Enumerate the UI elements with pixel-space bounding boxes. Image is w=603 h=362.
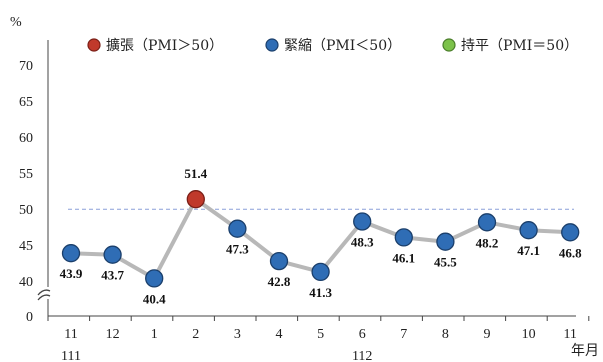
y-tick-label: 0 — [26, 310, 33, 325]
x-tick-marks — [47, 316, 590, 321]
y-tick-label: 60 — [19, 131, 33, 146]
x-tick-label: 5 — [317, 327, 324, 342]
x-tick-labels: 11 12 1 2 3 4 5 6 7 8 9 10 11 — [64, 327, 577, 342]
y-tick-label: 70 — [19, 59, 33, 74]
x-tick-label: 6 — [359, 327, 366, 342]
data-point — [228, 219, 247, 238]
data-label: 43.9 — [60, 266, 83, 281]
y-tick-labels: 0 40 45 50 55 60 65 70 — [19, 59, 33, 325]
y-tick-label: 45 — [19, 239, 33, 254]
year-label-112: 112 — [352, 349, 372, 362]
data-point — [103, 245, 122, 264]
data-points — [61, 190, 580, 288]
x-tick-label: 1 — [151, 327, 158, 342]
data-point — [477, 213, 497, 232]
data-point — [311, 262, 330, 282]
data-point — [353, 212, 372, 231]
data-point — [145, 269, 164, 288]
axis-break-mark — [37, 287, 56, 301]
data-point — [61, 244, 81, 263]
y-tick-label: 65 — [19, 95, 33, 110]
data-label: 47.3 — [226, 242, 249, 257]
data-point — [561, 223, 580, 242]
x-tick-label: 11 — [64, 327, 77, 342]
legend-marker-flat — [442, 38, 456, 52]
data-label: 42.8 — [268, 274, 291, 289]
x-tick-label: 11 — [563, 327, 576, 342]
y-tick-label: 55 — [19, 167, 33, 182]
x-tick-label: 7 — [400, 327, 407, 342]
data-label: 48.2 — [476, 235, 499, 250]
data-label: 41.3 — [309, 285, 332, 300]
x-tick-label: 4 — [276, 327, 283, 342]
data-label: 45.5 — [434, 255, 457, 270]
data-label: 51.4 — [184, 166, 207, 181]
x-axis-suffix: 年月 — [571, 343, 599, 359]
x-tick-label: 9 — [484, 327, 491, 342]
data-label: 43.7 — [101, 268, 124, 283]
data-point — [186, 190, 205, 209]
x-tick-label: 10 — [522, 327, 536, 342]
legend-item-flat: 持平（PMI＝50） — [461, 38, 578, 54]
chart-legend: 擴張（PMI＞50） 緊縮（PMI＜50） 持平（PMI＝50） — [87, 37, 578, 54]
legend-item-contract: 緊縮（PMI＜50） — [284, 38, 401, 54]
data-point — [436, 232, 455, 251]
y-tick-label: 40 — [19, 275, 33, 290]
legend-marker-contract — [265, 38, 279, 52]
x-tick-label: 3 — [234, 327, 241, 342]
legend-marker-expand — [87, 38, 101, 52]
data-label: 48.3 — [351, 235, 374, 250]
y-tick-label: 50 — [19, 203, 33, 218]
data-label: 47.1 — [517, 243, 540, 258]
data-label: 40.4 — [143, 291, 166, 306]
data-point — [394, 228, 413, 247]
legend-item-expand: 擴張（PMI＞50） — [106, 37, 223, 54]
data-point — [269, 251, 289, 271]
y-axis-unit: % — [10, 15, 22, 30]
year-label-111: 111 — [61, 349, 81, 362]
x-tick-label: 8 — [442, 327, 449, 342]
data-labels: 43.9 43.7 40.4 51.4 47.3 42.8 41.3 48.3 46.1 45.5… — [60, 166, 582, 306]
data-label: 46.8 — [559, 245, 582, 260]
data-point — [519, 221, 538, 240]
data-label: 46.1 — [392, 250, 415, 265]
x-tick-label: 2 — [192, 327, 199, 342]
x-tick-label: 12 — [106, 327, 120, 342]
